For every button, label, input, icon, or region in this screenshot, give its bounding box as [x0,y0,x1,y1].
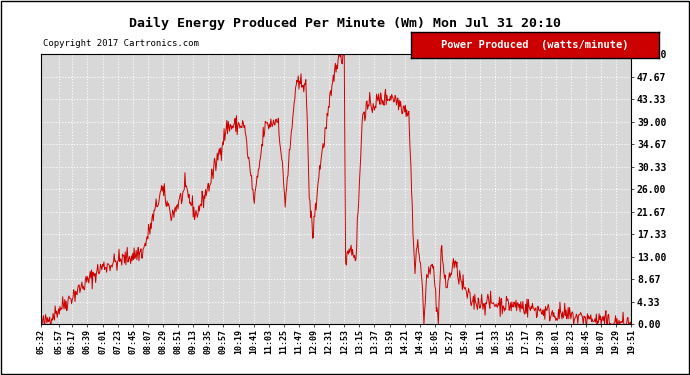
Text: Power Produced  (watts/minute): Power Produced (watts/minute) [441,40,629,50]
Text: Daily Energy Produced Per Minute (Wm) Mon Jul 31 20:10: Daily Energy Produced Per Minute (Wm) Mo… [129,17,561,30]
Text: Copyright 2017 Cartronics.com: Copyright 2017 Cartronics.com [43,39,199,48]
